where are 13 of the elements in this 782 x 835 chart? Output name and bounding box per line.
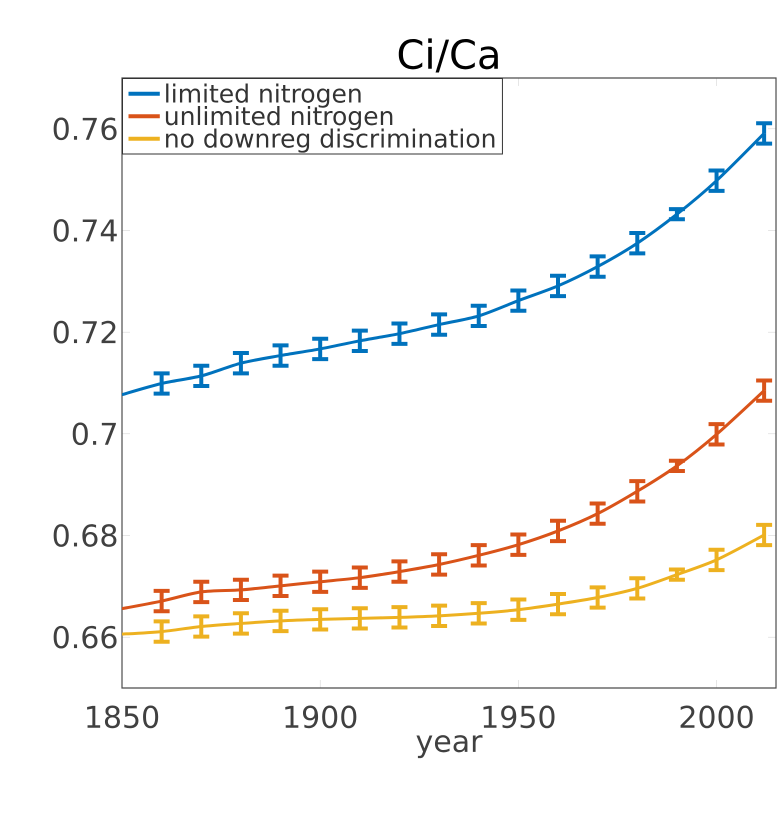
y-tick-label: 0.74 [54,219,117,242]
x-tick-label: 1950 [483,706,555,728]
y-tick-label: 0.76 [54,117,117,140]
y-tick-label: 0.7 [72,422,116,446]
legend-label: no downreg discrimination [166,128,494,153]
y-tick-label: 0.66 [54,626,117,649]
x-tick-label: 1850 [87,706,158,728]
y-tick-label: 0.72 [54,320,116,344]
x-tick-label: 2000 [680,706,753,728]
x-tick-label: 1900 [285,706,356,728]
chart-title: Ci/Ca [398,38,498,72]
y-tick-label: 0.68 [54,524,116,547]
x-axis-title: year [416,735,482,758]
